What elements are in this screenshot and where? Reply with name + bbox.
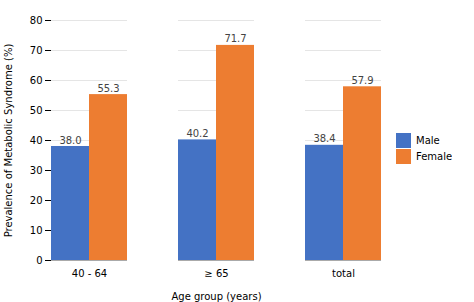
svg-text:38.4: 38.4 [313,133,335,144]
svg-text:80: 80 [30,15,43,26]
svg-text:Prevalence of Metabolic Syndro: Prevalence of Metabolic Syndrome (%) [3,44,14,238]
html-text:Male: Male [416,134,440,146]
svg-text:60: 60 [30,75,43,86]
svg-text:71.7: 71.7 [224,33,246,44]
svg-text:40 - 64: 40 - 64 [72,268,107,279]
svg-text:50: 50 [30,105,43,116]
svg-text:0: 0 [36,255,42,266]
svg-text:70: 70 [30,45,43,56]
svg-text:10: 10 [30,225,43,236]
svg-text:40: 40 [30,135,43,146]
svg-text:40.2: 40.2 [186,128,208,139]
svg-text:55.3: 55.3 [97,83,119,94]
svg-text:57.9: 57.9 [351,75,373,86]
svg-text:20: 20 [30,195,43,206]
svg-text:total: total [332,268,355,279]
svg-text:30: 30 [30,165,43,176]
html-text:Female: Female [416,150,453,162]
svg-text:38.0: 38.0 [59,135,81,146]
svg-text:Age group (years): Age group (years) [171,291,261,302]
svg-text:≥ 65: ≥ 65 [204,268,228,279]
